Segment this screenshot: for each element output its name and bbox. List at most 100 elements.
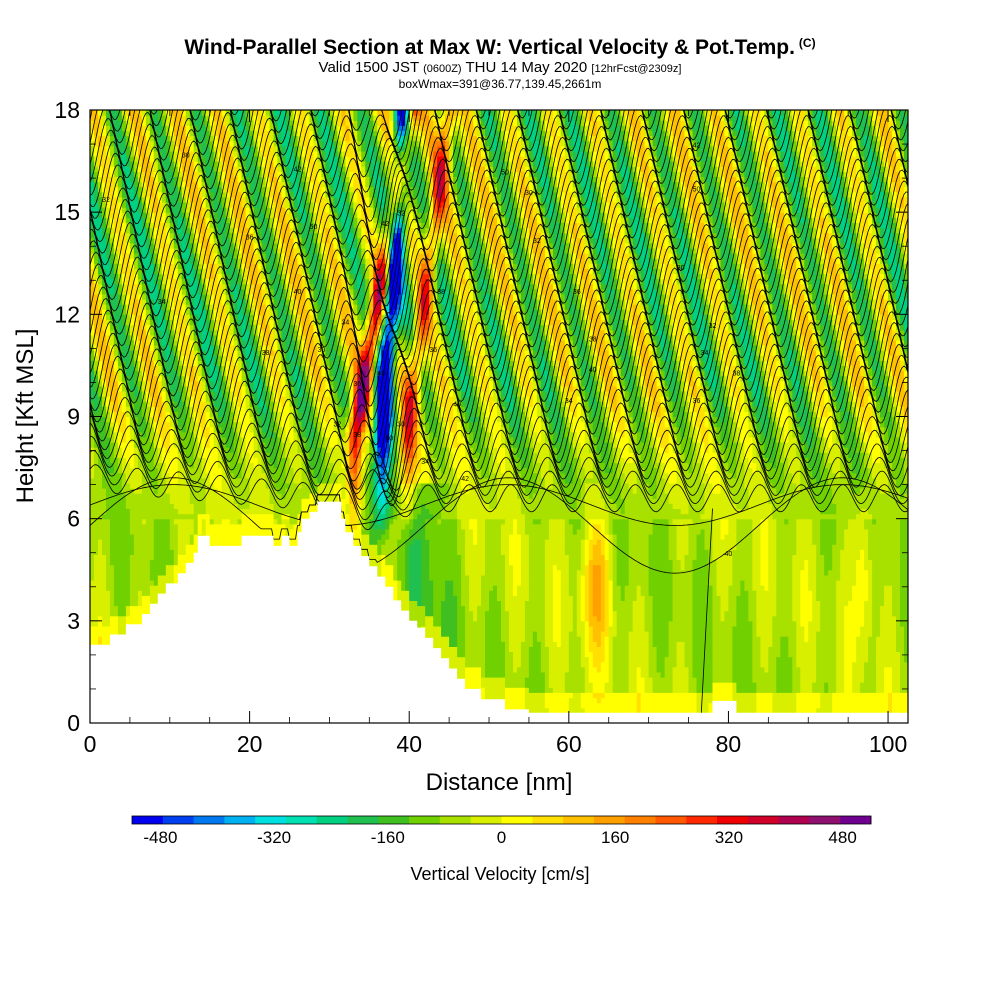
velocity-cell — [186, 519, 191, 525]
velocity-cell — [114, 360, 119, 366]
velocity-cell — [162, 396, 167, 402]
velocity-cell — [118, 575, 123, 581]
velocity-cell — [166, 503, 171, 509]
velocity-cell — [154, 345, 159, 351]
velocity-cell — [122, 524, 127, 530]
velocity-cell — [94, 565, 99, 571]
velocity-cell — [122, 570, 127, 576]
velocity-cell — [202, 488, 207, 494]
velocity-cell — [130, 611, 135, 617]
velocity-cell — [206, 529, 211, 535]
velocity-cell — [210, 437, 215, 443]
velocity-cell — [214, 509, 219, 515]
velocity-cell — [142, 580, 147, 586]
velocity-cell — [118, 432, 123, 438]
velocity-cell — [94, 590, 99, 596]
velocity-cell — [166, 514, 171, 520]
velocity-cell — [90, 570, 95, 576]
velocity-cell — [138, 503, 143, 509]
velocity-cell — [154, 554, 159, 560]
velocity-cell — [106, 606, 111, 612]
velocity-cell — [182, 253, 187, 259]
velocity-cell — [106, 554, 111, 560]
velocity-cell — [194, 360, 199, 366]
velocity-cell — [94, 509, 99, 515]
velocity-cell — [122, 595, 127, 601]
velocity-cell — [146, 539, 151, 545]
velocity-cell — [162, 549, 167, 555]
velocity-cell — [214, 202, 219, 208]
velocity-cell — [162, 529, 167, 535]
cross-section-chart: 3032343638404250303234363840425030323436… — [0, 0, 1000, 1000]
velocity-cell — [114, 171, 119, 177]
velocity-cell — [106, 636, 111, 642]
velocity-cell — [130, 386, 135, 392]
velocity-cell — [226, 258, 231, 264]
velocity-cell — [98, 529, 103, 535]
velocity-cell — [98, 534, 103, 540]
velocity-cell — [238, 534, 243, 540]
velocity-cell — [130, 381, 135, 387]
velocity-cell — [130, 483, 135, 489]
velocity-cell — [178, 554, 183, 560]
velocity-cell — [98, 636, 103, 642]
velocity-cell — [242, 335, 247, 341]
velocity-cell — [242, 514, 247, 520]
velocity-cell — [98, 539, 103, 545]
velocity-cell — [94, 549, 99, 555]
velocity-cell — [162, 539, 167, 545]
velocity-cell — [202, 396, 207, 402]
velocity-cell — [166, 406, 171, 412]
velocity-cell — [114, 473, 119, 479]
velocity-cell — [250, 447, 255, 453]
velocity-cell — [254, 529, 259, 535]
velocity-cell — [122, 391, 127, 397]
velocity-cell — [126, 534, 131, 540]
velocity-cell — [114, 554, 119, 560]
velocity-cell — [118, 503, 123, 509]
velocity-cell — [138, 207, 143, 213]
velocity-cell — [170, 503, 175, 509]
velocity-cell — [94, 503, 99, 509]
velocity-cell — [210, 473, 215, 479]
velocity-cell — [242, 151, 247, 157]
velocity-cell — [98, 544, 103, 550]
velocity-cell — [98, 519, 103, 525]
velocity-cell — [98, 580, 103, 586]
velocity-cell — [222, 125, 227, 131]
velocity-cell — [130, 432, 135, 438]
velocity-cell — [126, 406, 131, 412]
velocity-cell — [118, 565, 123, 571]
velocity-cell — [90, 248, 95, 254]
velocity-cell — [166, 575, 171, 581]
velocity-cell — [146, 585, 151, 591]
velocity-cell — [126, 514, 131, 520]
velocity-cell — [142, 585, 147, 591]
velocity-cell — [158, 509, 163, 515]
velocity-cell — [138, 396, 143, 402]
velocity-cell — [114, 580, 119, 586]
velocity-cell — [146, 130, 151, 136]
velocity-cell — [250, 187, 255, 193]
velocity-cell — [250, 524, 255, 530]
velocity-cell — [202, 345, 207, 351]
velocity-cell — [206, 406, 211, 412]
velocity-cell — [154, 534, 159, 540]
velocity-cell — [178, 524, 183, 530]
velocity-cell — [138, 529, 143, 535]
velocity-cell — [118, 182, 123, 188]
velocity-cell — [182, 534, 187, 540]
velocity-cell — [202, 417, 207, 423]
velocity-cell — [114, 519, 119, 525]
velocity-cell — [138, 498, 143, 504]
velocity-cell — [98, 228, 103, 234]
velocity-cell — [202, 529, 207, 535]
velocity-cell — [206, 498, 211, 504]
velocity-cell — [126, 524, 131, 530]
velocity-cell — [118, 534, 123, 540]
velocity-cell — [222, 294, 227, 300]
velocity-cell — [114, 539, 119, 545]
velocity-cell — [166, 560, 171, 566]
velocity-cell — [130, 616, 135, 622]
velocity-cell — [182, 498, 187, 504]
